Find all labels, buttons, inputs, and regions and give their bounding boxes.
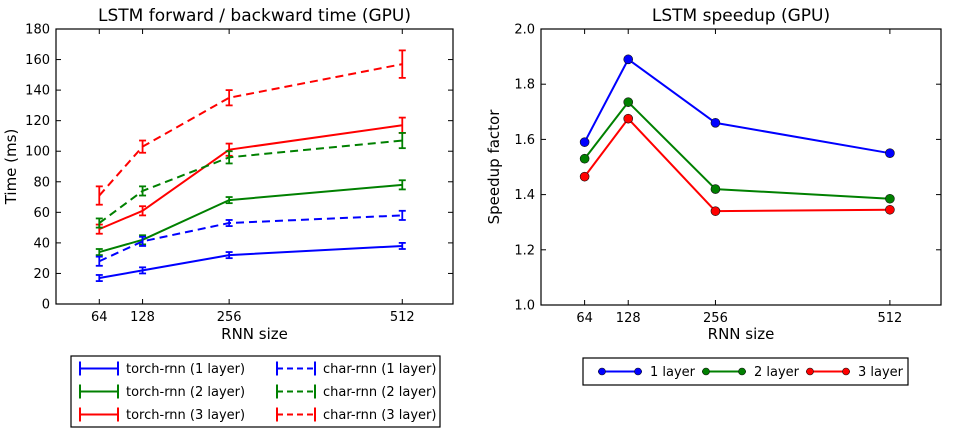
data-point: [885, 193, 895, 204]
legend-marker: [842, 367, 850, 376]
y-tick-label: 1.2: [514, 243, 535, 258]
y-tick-label: 180: [25, 23, 50, 38]
series-line-4: [98, 139, 403, 224]
chart-title: LSTM forward / backward time (GPU): [98, 6, 411, 26]
legend-label: torch-rnn (2 layer): [126, 385, 245, 400]
x-tick-label: 128: [130, 310, 155, 325]
y-tick-label: 140: [25, 84, 50, 99]
y-tick-label: 60: [33, 206, 50, 221]
data-point: [623, 54, 634, 65]
data-point: [579, 153, 590, 164]
time-chart: 64 128 256 512 0 20 40 60 80 100 120 140 160 180 LSTM …: [2, 6, 454, 428]
x-tick-label: 512: [390, 310, 415, 325]
y-tick-label: 1.8: [514, 78, 535, 93]
x-tick-label: 64: [91, 310, 108, 325]
legend-marker: [634, 367, 642, 376]
data-point: [579, 137, 590, 147]
legend-label: torch-rnn (3 layer): [126, 408, 245, 423]
data-point: [885, 204, 895, 215]
x-tick-label: 64: [576, 311, 593, 326]
y-tick-label: 80: [33, 175, 50, 190]
x-tick-label: 256: [217, 310, 242, 325]
y-tick-label: 160: [25, 53, 50, 68]
series-line-0: [99, 244, 403, 280]
legend-box: [70, 355, 441, 428]
data-point: [710, 206, 721, 216]
y-axis-label: Time (ms): [2, 129, 20, 206]
series-line-2: [98, 124, 403, 231]
y-tick-label: 0: [42, 298, 50, 313]
x-tick-label: 128: [616, 311, 641, 326]
legend-marker: [806, 367, 814, 376]
y-tick-label: 1.0: [514, 299, 535, 314]
x-axis-label: RNN size: [708, 325, 775, 343]
chart-title: LSTM speedup (GPU): [652, 6, 830, 26]
legend-label: torch-rnn (1 layer): [126, 362, 245, 377]
y-tick-label: 100: [25, 145, 50, 160]
legend-label: 1 layer: [650, 365, 696, 380]
series-line-0: [583, 58, 891, 155]
x-tick-label: 256: [703, 311, 728, 326]
data-point: [579, 171, 590, 182]
y-tick-label: 20: [33, 267, 50, 282]
data-point: [623, 113, 634, 124]
data-point: [885, 148, 895, 158]
speedup-chart: 64 128 256 512 1.0 1.2 1.4 1.6 1.8 2.0 LSTM speedu…: [485, 6, 942, 386]
legend-marker: [738, 367, 746, 376]
y-tick-label: 1.6: [514, 133, 535, 148]
x-tick-label: 512: [877, 311, 902, 326]
series-line-1: [99, 183, 403, 254]
legend-label: char-rnn (2 layer): [323, 385, 436, 400]
legend-marker: [702, 367, 710, 376]
plot-border: [55, 28, 454, 305]
x-axis-label: RNN size: [221, 325, 288, 343]
legend-label: char-rnn (3 layer): [323, 408, 436, 423]
legend-marker: [598, 367, 606, 376]
y-axis-label: Speedup factor: [485, 109, 503, 225]
legend-label: 3 layer: [858, 365, 904, 380]
series-line-2: [583, 117, 890, 213]
plot-border: [540, 28, 942, 306]
series-line-5: [98, 63, 403, 197]
series-line-3: [98, 214, 403, 263]
data-point: [710, 184, 721, 194]
data-point: [623, 97, 634, 107]
y-tick-label: 120: [25, 114, 50, 129]
legend-label: 2 layer: [754, 365, 800, 380]
legend-label: char-rnn (1 layer): [323, 362, 436, 377]
y-tick-label: 1.4: [514, 188, 535, 203]
data-point: [710, 118, 721, 128]
series-line-1: [583, 101, 890, 200]
y-tick-label: 40: [33, 236, 50, 251]
y-tick-label: 2.0: [514, 23, 535, 38]
